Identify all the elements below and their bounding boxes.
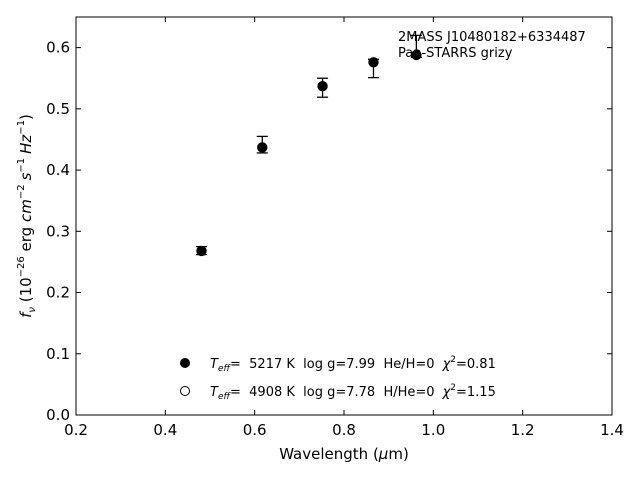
data-point-filled bbox=[317, 80, 328, 92]
plot-frame bbox=[75, 16, 613, 416]
y-tick-label: 0.3 bbox=[46, 222, 70, 240]
legend-marker-open bbox=[180, 386, 190, 396]
y-tick-label: 0.4 bbox=[46, 161, 70, 179]
legend-entry-2: Teff= 4908 K log g=7.78 H/He=0 χ2=1.15 bbox=[210, 383, 496, 402]
x-tick-label: 0.2 bbox=[64, 421, 88, 439]
x-tick-label: 1.0 bbox=[421, 421, 445, 439]
legend-marker-filled bbox=[180, 358, 190, 368]
y-axis-label: fν (10−26 erg cm−2s−1Hz−1) bbox=[16, 114, 38, 318]
x-tick-label: 0.4 bbox=[153, 421, 177, 439]
x-tick-label: 0.6 bbox=[243, 421, 267, 439]
annotation-target-name: 2MASS J10480182+6334487 bbox=[398, 30, 586, 45]
ticks: 0.2 0.4 0.6 0.8 1.0 1.2 1.4 0.0 0.1 0.2 0.3 0.4 0.5 0… bbox=[46, 17, 624, 439]
data-point-filled bbox=[257, 142, 268, 153]
legend-entry-1: Teff= 5217 K log g=7.99 He/H=0 χ2=0.81 bbox=[210, 355, 496, 374]
data-point-filled bbox=[368, 57, 379, 68]
y-tick-label: 0.6 bbox=[46, 39, 70, 57]
x-tick-label: 0.8 bbox=[332, 421, 356, 439]
y-tick-label: 0.0 bbox=[46, 406, 70, 424]
data-point-filled bbox=[411, 49, 422, 61]
data-point-filled bbox=[196, 245, 207, 257]
y-tick-label: 0.1 bbox=[46, 345, 70, 363]
x-axis-label: Wavelength (μm) bbox=[279, 445, 409, 463]
y-tick-label: 0.2 bbox=[46, 284, 70, 302]
x-tick-label: 1.2 bbox=[511, 421, 535, 439]
legend: Teff= 5217 K log g=7.99 He/H=0 χ2=0.81 Te… bbox=[180, 355, 496, 402]
annotation-survey: Pan-STARRS grizy bbox=[398, 46, 513, 61]
y-tick-label: 0.5 bbox=[46, 100, 70, 118]
x-tick-label: 1.4 bbox=[600, 421, 624, 439]
data-marks bbox=[196, 34, 422, 257]
